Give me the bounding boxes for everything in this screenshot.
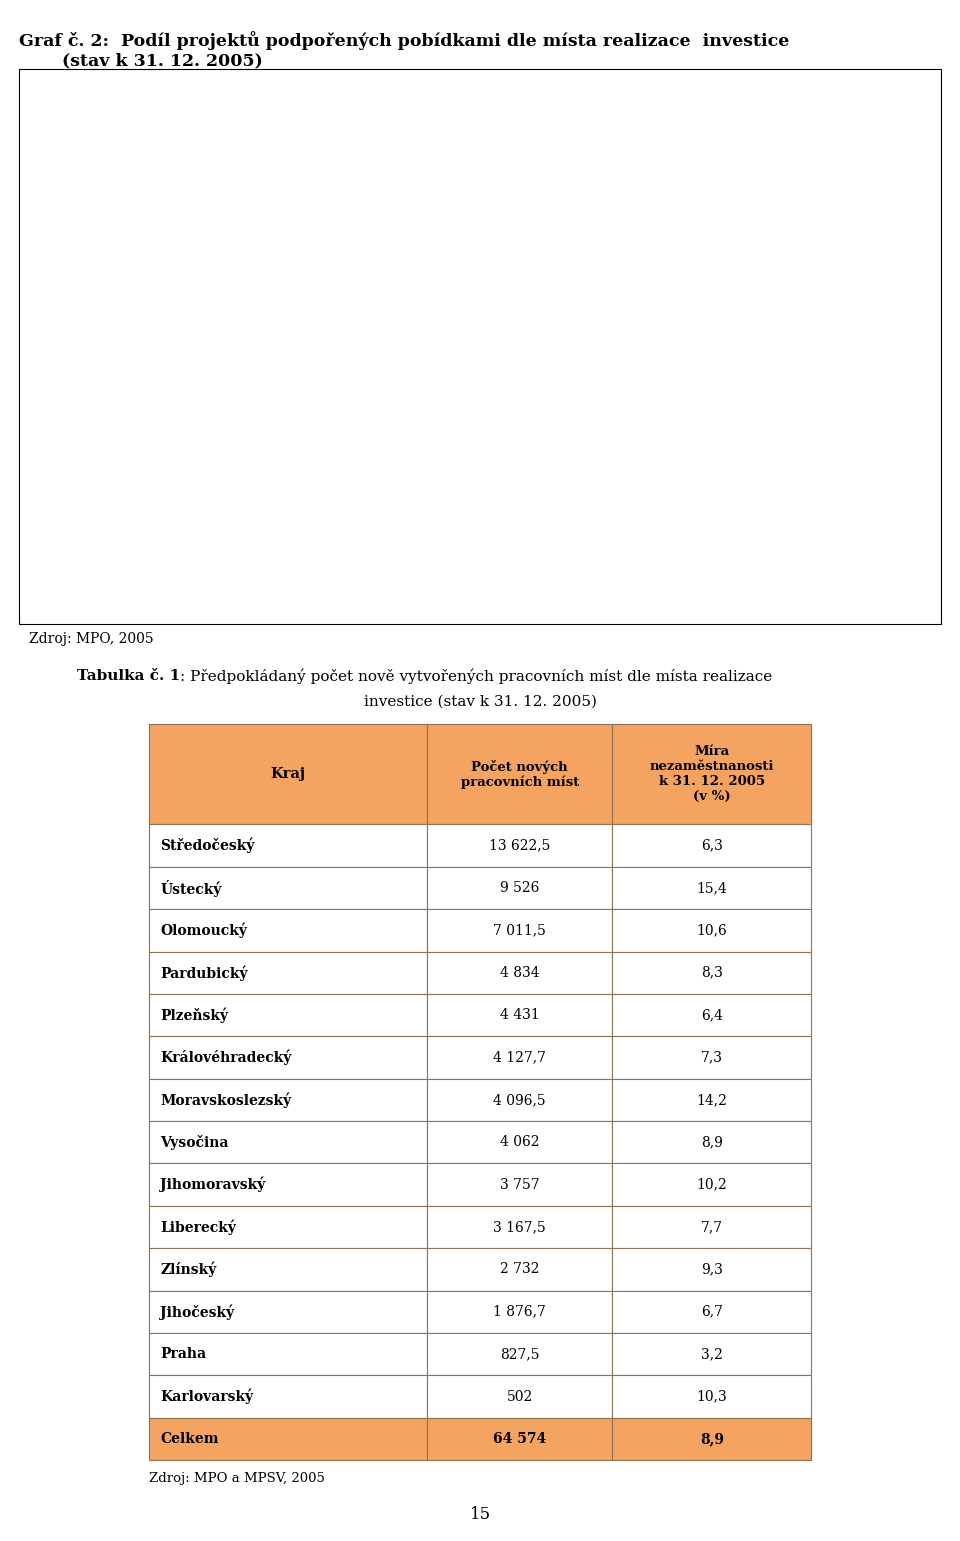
Polygon shape: [480, 213, 523, 344]
Text: 827,5: 827,5: [500, 1347, 540, 1361]
Text: Zlínský
4%: Zlínský 4%: [373, 76, 420, 105]
Text: Moravskoslezský: Moravskoslezský: [160, 1093, 292, 1108]
Text: 4 127,7: 4 127,7: [493, 1051, 546, 1065]
Text: Ústecký
22%: Ústecký 22%: [793, 274, 846, 304]
Text: 8,3: 8,3: [701, 966, 723, 980]
Text: 7,7: 7,7: [701, 1220, 723, 1234]
Polygon shape: [250, 344, 333, 479]
Text: Graf č. 2:  Podíl projektů podpořených pobídkami dle místa realizace  investice: Graf č. 2: Podíl projektů podpořených po…: [19, 31, 789, 49]
Text: Vysočina
6%: Vysočina 6%: [108, 256, 167, 285]
Text: Liberecký
5%: Liberecký 5%: [250, 94, 314, 123]
Text: Karlovarský
2%: Karlovarský 2%: [766, 243, 845, 271]
Polygon shape: [333, 447, 437, 509]
Text: Zlínský: Zlínský: [160, 1262, 217, 1277]
Polygon shape: [437, 470, 551, 509]
Text: Jihomoravský: Jihomoravský: [160, 1177, 266, 1193]
Text: Karlovarský: Karlovarský: [160, 1388, 253, 1404]
Text: 6,4: 6,4: [701, 1008, 723, 1022]
Text: 502: 502: [507, 1390, 533, 1404]
Text: 10,2: 10,2: [696, 1177, 728, 1191]
Polygon shape: [333, 344, 480, 475]
Text: Jihočeský: Jihočeský: [160, 1304, 234, 1319]
Text: Zdroj: MPO, 2005: Zdroj: MPO, 2005: [29, 632, 154, 646]
Polygon shape: [250, 319, 480, 447]
Text: : Předpokládaný počet nově vytvořených pracovních míst dle místa realizace: : Předpokládaný počet nově vytvořených p…: [180, 669, 772, 684]
Polygon shape: [480, 214, 564, 344]
Text: Olomoucký
7%: Olomoucký 7%: [93, 307, 167, 334]
Text: 1 876,7: 1 876,7: [493, 1305, 546, 1319]
Text: 10,3: 10,3: [696, 1390, 728, 1404]
Polygon shape: [694, 344, 710, 427]
Text: 4 096,5: 4 096,5: [493, 1093, 546, 1106]
Text: 3 167,5: 3 167,5: [493, 1220, 546, 1234]
Text: Zdroj: MPO a MPSV, 2005: Zdroj: MPO a MPSV, 2005: [149, 1473, 324, 1486]
Text: Míra
nezaměstnanosti
k 31. 12. 2005
(v %): Míra nezaměstnanosti k 31. 12. 2005 (v %…: [650, 746, 774, 803]
Text: Středočeský
17%: Středočeský 17%: [793, 339, 874, 368]
Text: 8,9: 8,9: [701, 1136, 723, 1150]
Polygon shape: [551, 441, 637, 504]
Text: Tabulka č. 1: Tabulka č. 1: [77, 669, 180, 683]
Text: Pardubický: Pardubický: [160, 965, 248, 980]
Polygon shape: [480, 237, 658, 344]
Text: Vysočina: Vysočina: [160, 1134, 228, 1150]
Text: 15: 15: [469, 1506, 491, 1523]
Text: Pardubický
3%: Pardubický 3%: [544, 76, 618, 105]
Text: 3 757: 3 757: [500, 1177, 540, 1191]
Polygon shape: [480, 296, 710, 344]
Text: 6,7: 6,7: [701, 1305, 723, 1319]
Text: Jihomoravský
7%: Jihomoravský 7%: [78, 376, 167, 405]
Text: Plzeňský
6%: Plzeňský 6%: [109, 210, 167, 239]
Text: 4 431: 4 431: [500, 1008, 540, 1022]
Text: Královéhradecký
8%: Královéhradecký 8%: [323, 547, 434, 576]
Text: Ústecký: Ústecký: [160, 880, 222, 897]
Text: Olomoucký: Olomoucký: [160, 923, 248, 938]
Polygon shape: [480, 344, 710, 393]
Text: (stav k 31. 12. 2005): (stav k 31. 12. 2005): [62, 52, 263, 69]
Text: Praha
1%: Praha 1%: [756, 206, 795, 234]
Polygon shape: [253, 211, 480, 344]
Text: Královéhradecký: Královéhradecký: [160, 1049, 292, 1065]
Polygon shape: [437, 344, 551, 478]
Text: Jihočeský
4%: Jihočeský 4%: [458, 76, 520, 105]
Polygon shape: [480, 344, 637, 470]
Text: Počet nových
pracovních míst: Počet nových pracovních míst: [461, 760, 579, 789]
Text: 13 622,5: 13 622,5: [489, 838, 550, 852]
Polygon shape: [480, 260, 694, 344]
Text: 7,3: 7,3: [701, 1051, 723, 1065]
Text: 7 011,5: 7 011,5: [493, 923, 546, 937]
Text: 15,4: 15,4: [696, 881, 728, 895]
Text: investice (stav k 31. 12. 2005): investice (stav k 31. 12. 2005): [364, 695, 596, 709]
Text: Středočeský: Středočeský: [160, 838, 254, 854]
Polygon shape: [637, 393, 694, 475]
Text: 9 526: 9 526: [500, 881, 540, 895]
Text: 2 732: 2 732: [500, 1262, 540, 1276]
Text: Kraj: Kraj: [271, 767, 305, 781]
Text: Celkem: Celkem: [160, 1432, 219, 1445]
Polygon shape: [480, 344, 694, 441]
Polygon shape: [480, 211, 494, 344]
Text: 64 574: 64 574: [493, 1432, 546, 1445]
Text: 4 062: 4 062: [500, 1136, 540, 1150]
Text: 10,6: 10,6: [696, 923, 728, 937]
Text: Moravskoslezský
8%: Moravskoslezský 8%: [535, 547, 646, 576]
Text: 8,9: 8,9: [700, 1432, 724, 1445]
Text: 3,2: 3,2: [701, 1347, 723, 1361]
Text: Plzeňský: Plzeňský: [160, 1008, 228, 1023]
Text: 6,3: 6,3: [701, 838, 723, 852]
Polygon shape: [480, 220, 615, 344]
Text: 14,2: 14,2: [696, 1093, 728, 1106]
Text: Liberecký: Liberecký: [160, 1219, 236, 1234]
Text: 9,3: 9,3: [701, 1262, 723, 1276]
Text: 4 834: 4 834: [500, 966, 540, 980]
Text: Praha: Praha: [160, 1347, 206, 1361]
